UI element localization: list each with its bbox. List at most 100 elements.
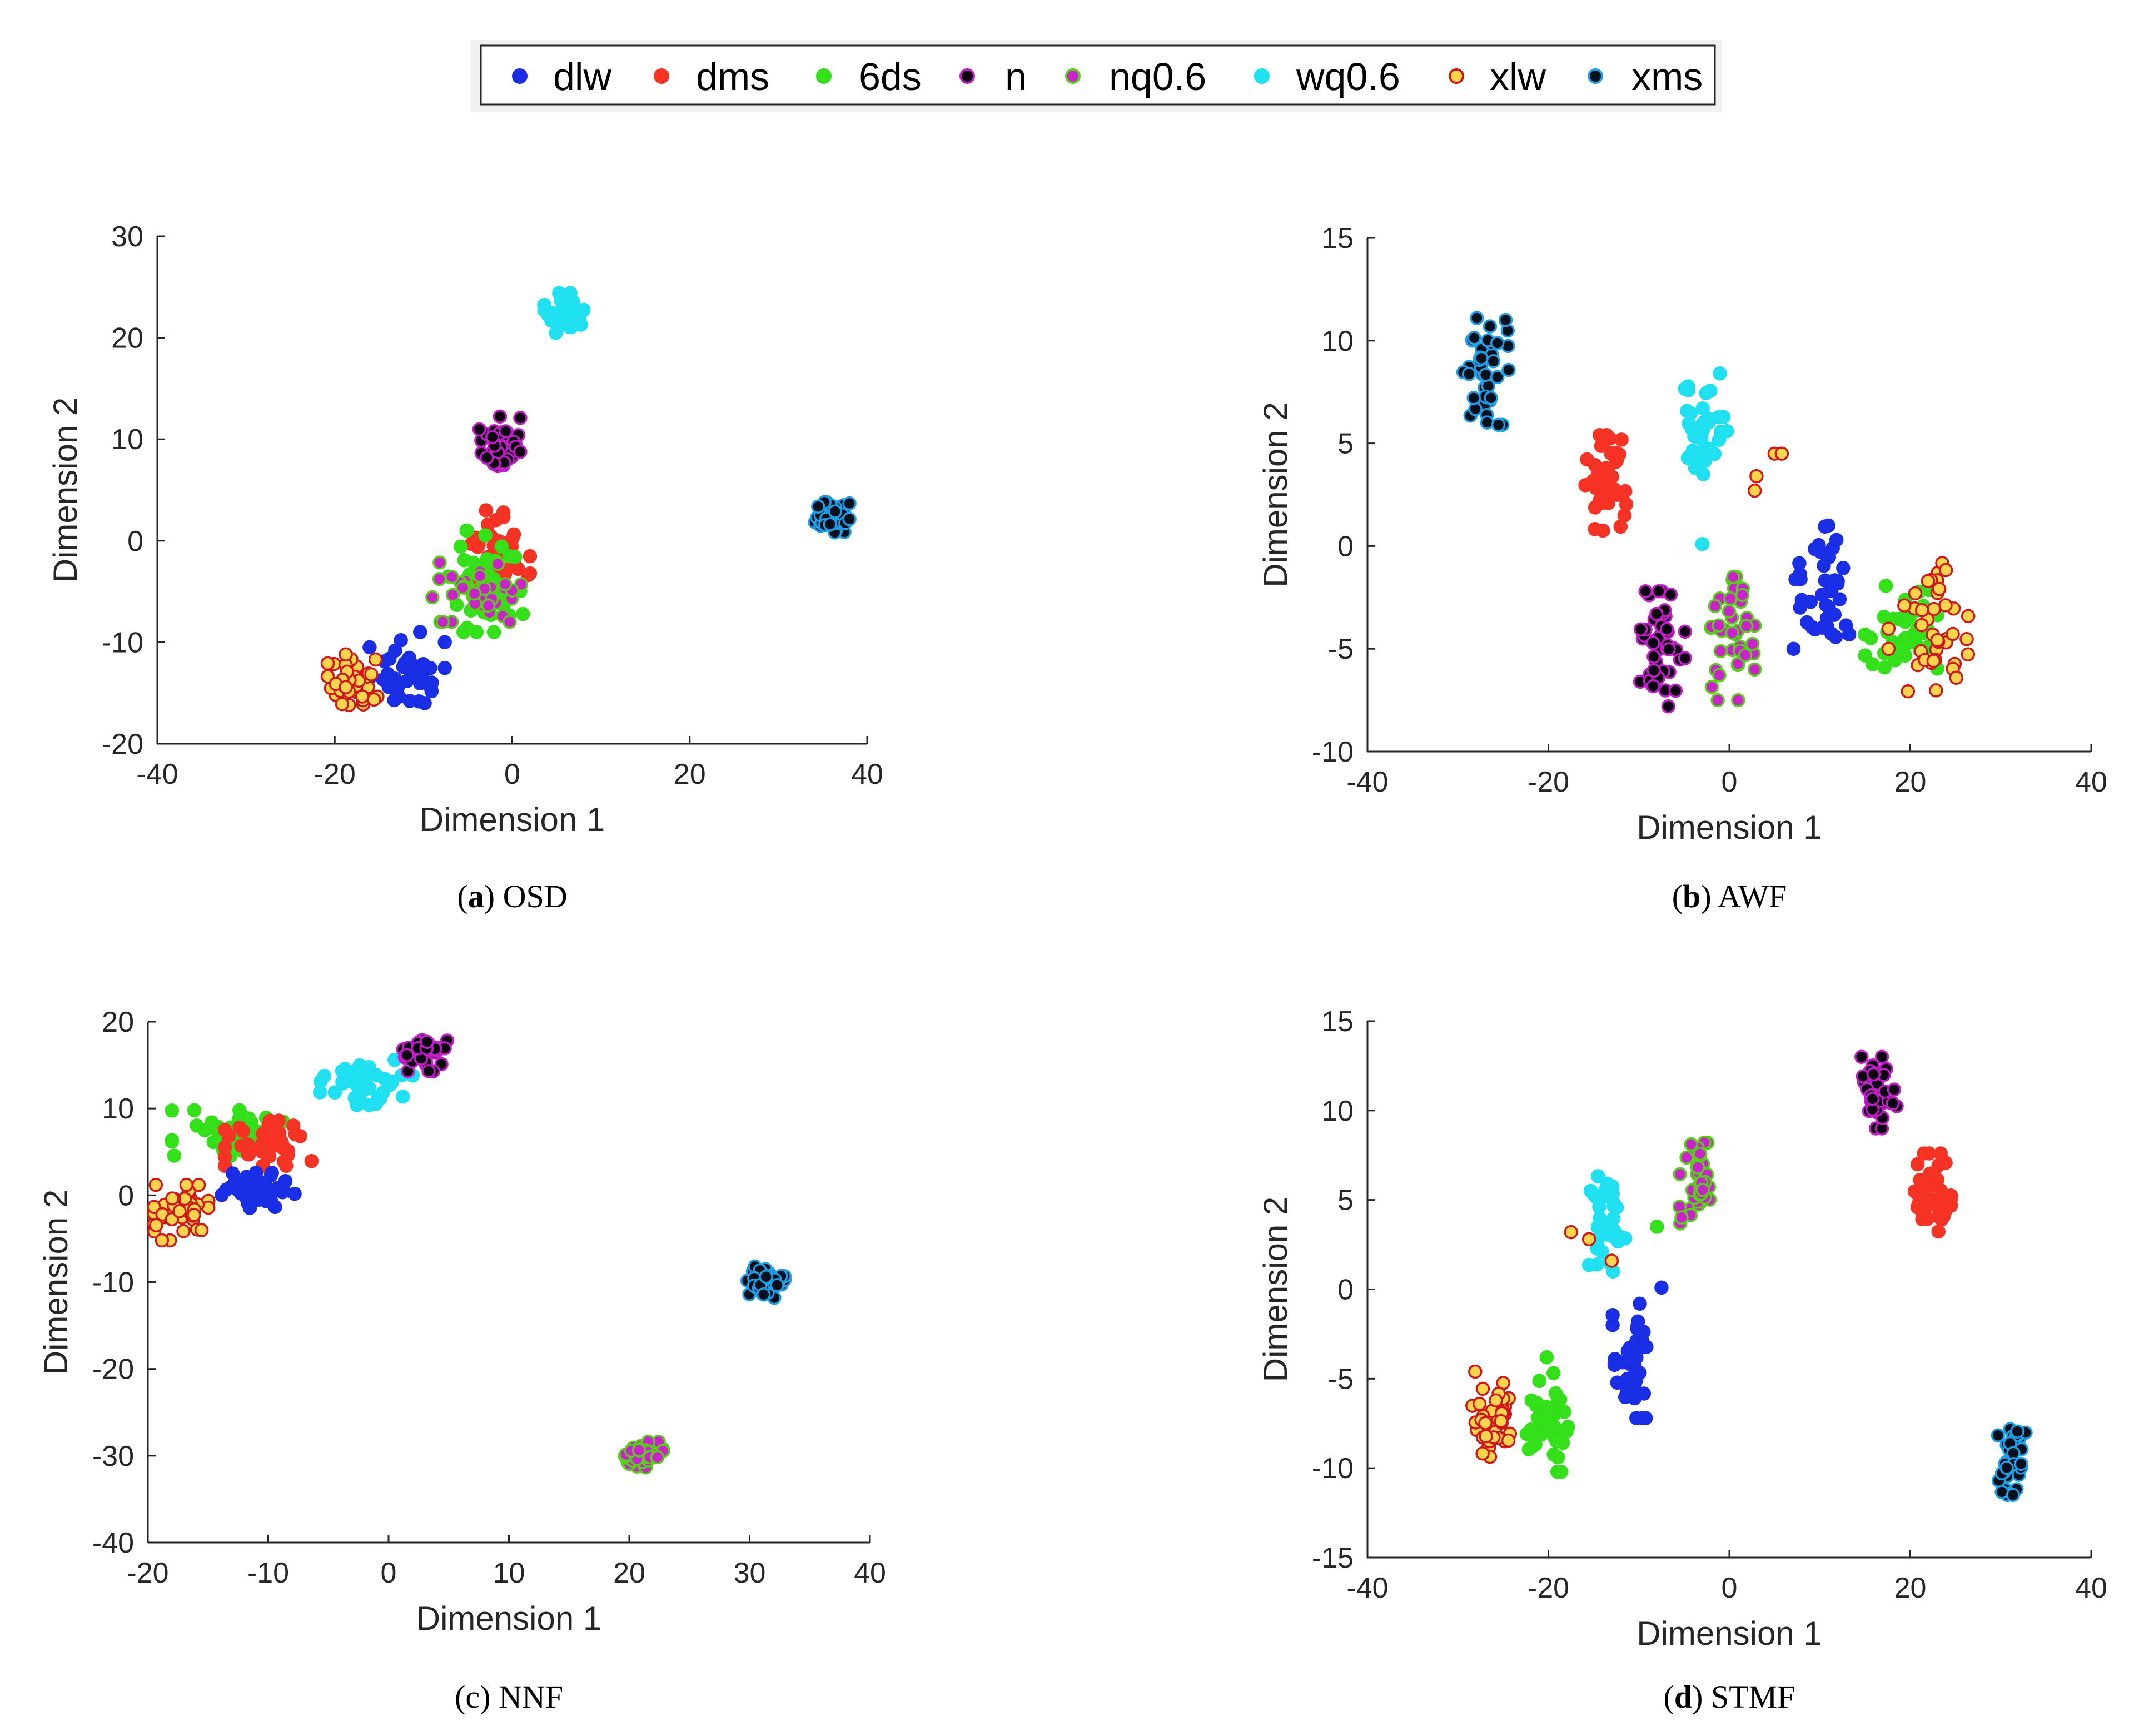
x-tick-label: -20: [1528, 1572, 1569, 1604]
point-dlw: [1793, 600, 1808, 615]
x-tick-label: -40: [136, 758, 178, 790]
point-dlw: [1817, 558, 1831, 573]
point-wq06: [395, 1089, 410, 1104]
point-n: [1663, 587, 1678, 602]
point-dms: [1594, 439, 1609, 454]
point-dms: [272, 1126, 287, 1140]
point-dlw: [1842, 627, 1857, 642]
point-xms: [1470, 311, 1484, 325]
point-xlw: [1478, 1416, 1493, 1430]
point-wq06: [537, 302, 551, 317]
x-axis-label: Dimension 1: [1636, 1615, 1822, 1652]
point-dlw: [413, 625, 427, 639]
point-6ds: [1532, 1374, 1546, 1389]
point-6ds: [205, 1115, 219, 1130]
legend-label-dms: dms: [696, 55, 769, 98]
point-n: [1659, 622, 1674, 636]
point-xlw: [1494, 1414, 1508, 1429]
point-dlw: [1824, 626, 1839, 641]
point-n: [513, 411, 528, 425]
point-dlw: [424, 680, 439, 695]
point-xlw: [1475, 1446, 1490, 1461]
point-xlw: [1747, 483, 1762, 498]
point-nq06: [650, 1450, 665, 1465]
x-tick-label: 20: [674, 758, 706, 790]
point-xlw: [1926, 654, 1941, 668]
point-xlw: [1921, 574, 1936, 589]
point-dms: [1580, 452, 1594, 467]
caption-name: AWF: [1718, 878, 1787, 914]
point-xlw: [1501, 1433, 1516, 1448]
point-xlw: [1908, 586, 1923, 601]
point-dms: [1599, 464, 1613, 479]
point-n: [1662, 642, 1676, 656]
point-wq06: [1695, 536, 1709, 551]
point-wq06: [1678, 381, 1692, 396]
point-n: [1866, 1067, 1881, 1082]
point-dlw: [258, 1180, 273, 1195]
point-xlw: [1749, 469, 1764, 484]
point-dlw: [1605, 1317, 1620, 1332]
point-xms: [1478, 367, 1493, 382]
point-nq06: [1673, 1167, 1687, 1182]
y-tick-label: 15: [1321, 1006, 1354, 1038]
point-6ds: [1548, 1386, 1563, 1401]
point-xlw: [1774, 446, 1789, 461]
point-n: [1678, 624, 1693, 639]
y-tick-label: -10: [1312, 736, 1354, 768]
point-dms: [1614, 432, 1629, 447]
point-6ds: [1524, 1422, 1539, 1437]
y-axis-label: Dimension 2: [37, 1190, 74, 1375]
point-wq06: [1694, 431, 1709, 446]
point-nq06: [503, 615, 517, 629]
point-dms: [1917, 1146, 1931, 1161]
point-n: [493, 409, 508, 424]
legend-marker-6ds: [816, 68, 832, 84]
y-tick-label: 10: [102, 1093, 134, 1125]
point-dlw: [437, 660, 452, 675]
point-dms: [242, 1147, 256, 1162]
legend-marker-dms: [654, 68, 669, 84]
point-dlw: [225, 1166, 240, 1181]
point-n: [472, 422, 487, 437]
point-nq06: [631, 1443, 646, 1458]
point-6ds: [187, 1103, 202, 1118]
point-dlw: [1636, 1386, 1652, 1401]
point-xms: [1999, 1460, 2014, 1475]
point-dms: [505, 531, 520, 545]
point-wq06: [312, 1085, 327, 1100]
panel-nnf: -20 -10 0 10 20 30 40 -40 -30 -20 -10 0 10 20 Dimensio…: [37, 1006, 886, 1715]
point-dms: [1606, 481, 1621, 496]
point-xms: [1991, 1428, 2006, 1443]
point-dlw: [1623, 1340, 1637, 1355]
x-tick-label: 10: [493, 1557, 525, 1589]
point-xms: [1484, 391, 1498, 405]
point-6ds: [494, 539, 509, 554]
panel-stmf: -40 -20 0 20 40 -15 -10 -5 0 5 10 15 Dimension 1 Dime…: [1257, 1006, 2107, 1715]
x-tick-label: -10: [247, 1557, 289, 1589]
legend-label-n: n: [1005, 55, 1027, 98]
point-dms: [1931, 1224, 1946, 1239]
point-dlw: [1803, 595, 1818, 609]
point-xlw: [155, 1233, 170, 1248]
point-dms: [234, 1138, 248, 1153]
caption-name: STMF: [1711, 1679, 1795, 1715]
point-nq06: [472, 569, 488, 583]
legend-marker-wq06: [1254, 68, 1270, 84]
legend-label-dlw: dlw: [553, 55, 611, 98]
point-xlw: [165, 1191, 180, 1206]
point-xms: [770, 1278, 784, 1292]
point-n: [1646, 679, 1660, 694]
point-xms: [842, 496, 857, 511]
point-xlw: [1938, 598, 1953, 613]
point-xms: [1483, 319, 1498, 334]
point-wq06: [550, 307, 564, 322]
point-xlw: [1959, 632, 1974, 646]
point-xlw: [355, 689, 370, 704]
point-nq06: [1745, 636, 1760, 651]
point-xlw: [1881, 621, 1896, 636]
point-dlw: [1633, 1296, 1647, 1311]
point-xlw: [320, 656, 335, 671]
y-tick-label: 10: [1321, 1095, 1354, 1127]
